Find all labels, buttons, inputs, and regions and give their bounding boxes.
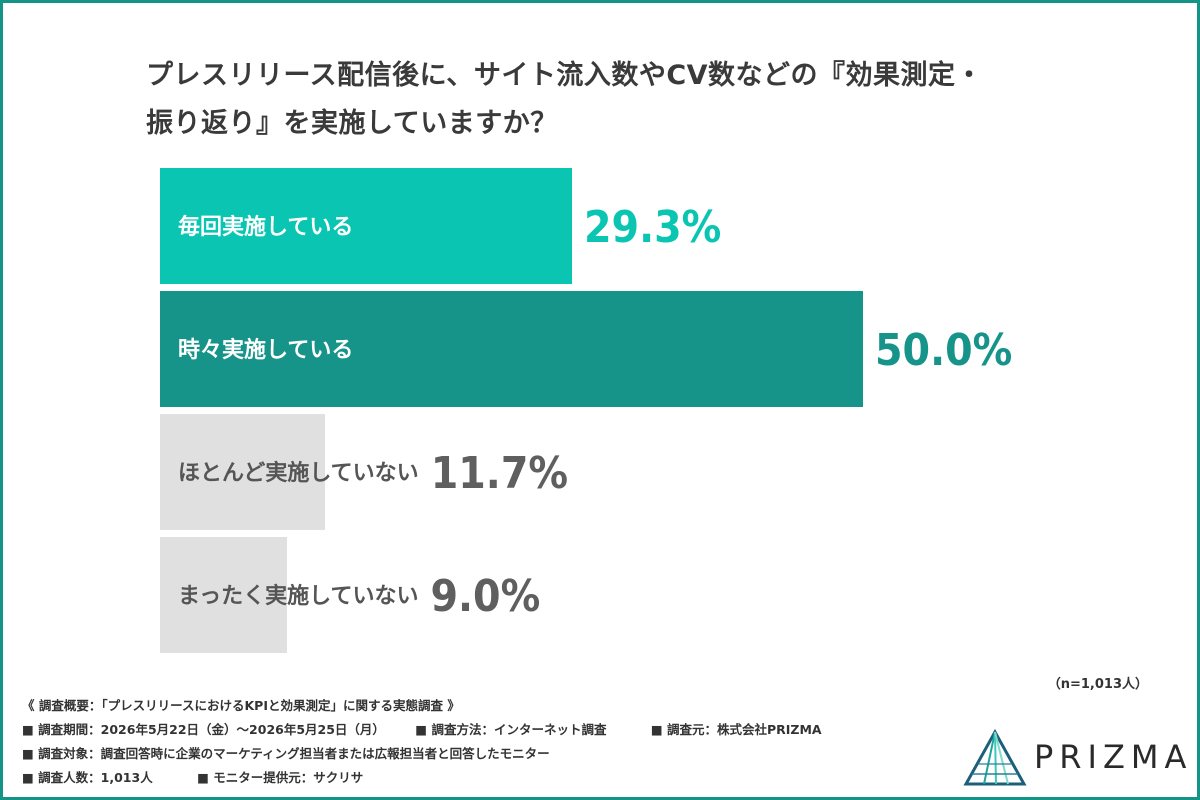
bar-label-3: ほとんど実施していない (178, 460, 419, 486)
bar-value-label-2: 50.0% (875, 325, 1012, 376)
bar-1 (160, 168, 572, 284)
title-line-1: プレスリリース配信後に、サイト流入数やCV数などの『効果測定・ (146, 60, 984, 91)
bar-2 (160, 291, 863, 407)
bar-value-label-4: 9.0% (430, 571, 540, 622)
bar-chart: 毎回実施している 29.3% 時々実施している 50.0% ほとんど実施していない 11.… (160, 168, 1012, 653)
bar-label-2: 時々実施している (178, 337, 353, 363)
prism-triangle-icon (963, 728, 1027, 786)
title-line-2: 振り返り』を実施していますか？ (146, 108, 558, 139)
bar-value-label-3: 11.7% (431, 448, 568, 499)
survey-row-1: ■ 調査期間：2026年5月22日（金）〜2026年5月25日（月） ■ 調査方… (22, 718, 822, 742)
survey-source: ■ 調査元：株式会社PRIZMA (650, 722, 822, 737)
prizma-logo: PRIZMA (962, 728, 1200, 788)
survey-period: ■ 調査期間：2026年5月22日（金）〜2026年5月25日（月） (22, 722, 385, 737)
bar-4 (160, 537, 287, 653)
survey-row-3: ■ 調査人数：1,013人 ■ モニター提供元：サクリサ (22, 766, 822, 790)
sample-size: （n=1,013人） (1047, 677, 1148, 692)
survey-count: ■ 調査人数：1,013人 (22, 770, 153, 785)
bar-label-1: 毎回実施している (178, 214, 353, 240)
survey-heading: 《 調査概要：「プレスリリースにおけるKPIと効果測定」に関する実態調査 》 (22, 698, 460, 713)
survey-notes: 《 調査概要：「プレスリリースにおけるKPIと効果測定」に関する実態調査 》 ■… (22, 694, 822, 790)
survey-provider: ■ モニター提供元：サクリサ (197, 770, 364, 785)
bar-3 (160, 414, 325, 530)
survey-method: ■ 調査方法：インターネット調査 (415, 722, 607, 737)
logo-text: PRIZMA (1034, 738, 1193, 776)
bar-value-label-1: 29.3% (584, 202, 721, 253)
chart-title: プレスリリース配信後に、サイト流入数やCV数などの『効果測定・ 振り返り』を実施… (146, 52, 1106, 148)
bar-label-4: まったく実施していない (178, 583, 418, 609)
survey-target: ■ 調査対象：調査回答時に企業のマーケティング担当者または広報担当者と回答したモ… (22, 746, 550, 761)
